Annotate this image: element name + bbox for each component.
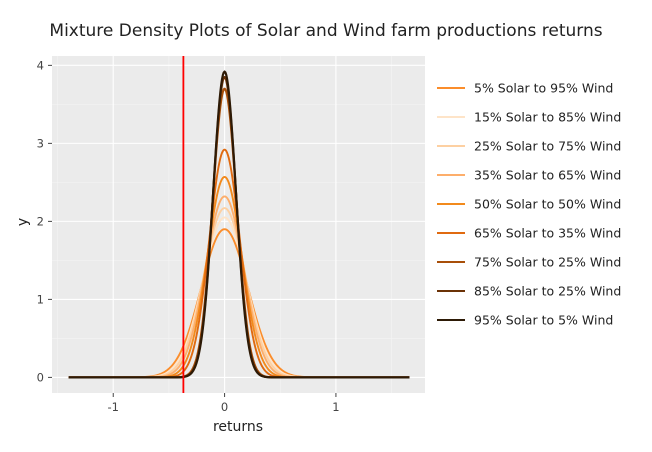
legend-label: 75% Solar to 25% Wind bbox=[474, 255, 621, 270]
y-axis-title: y bbox=[15, 218, 31, 226]
legend-label: 25% Solar to 75% Wind bbox=[474, 139, 621, 154]
x-tick-label: 0 bbox=[221, 400, 228, 414]
x-axis-title: returns bbox=[213, 419, 263, 435]
legend-label: 5% Solar to 95% Wind bbox=[474, 81, 613, 96]
series-group bbox=[68, 70, 410, 379]
legend-label: 95% Solar to 5% Wind bbox=[474, 313, 613, 328]
legend: 5% Solar to 95% Wind 15% Solar to 85% Win… bbox=[437, 81, 621, 328]
legend-label: 15% Solar to 85% Wind bbox=[474, 110, 621, 125]
plot-area: -1 0 1 0 1 2 3 4 bbox=[37, 56, 425, 414]
series-line-9 bbox=[68, 70, 410, 379]
y-tick-label: 1 bbox=[37, 292, 44, 306]
chart-title: Mixture Density Plots of Solar and Wind … bbox=[49, 21, 602, 41]
y-tick-label: 0 bbox=[37, 370, 44, 384]
x-tick-label: 1 bbox=[332, 400, 339, 414]
legend-label: 85% Solar to 25% Wind bbox=[474, 284, 621, 299]
y-tick-label: 4 bbox=[37, 58, 44, 72]
y-tick-label: 2 bbox=[37, 214, 44, 228]
legend-label: 35% Solar to 65% Wind bbox=[474, 168, 621, 183]
legend-label: 65% Solar to 35% Wind bbox=[474, 226, 621, 241]
legend-label: 50% Solar to 50% Wind bbox=[474, 197, 621, 212]
y-tick-label: 3 bbox=[37, 136, 44, 150]
x-tick-label: -1 bbox=[108, 400, 119, 414]
